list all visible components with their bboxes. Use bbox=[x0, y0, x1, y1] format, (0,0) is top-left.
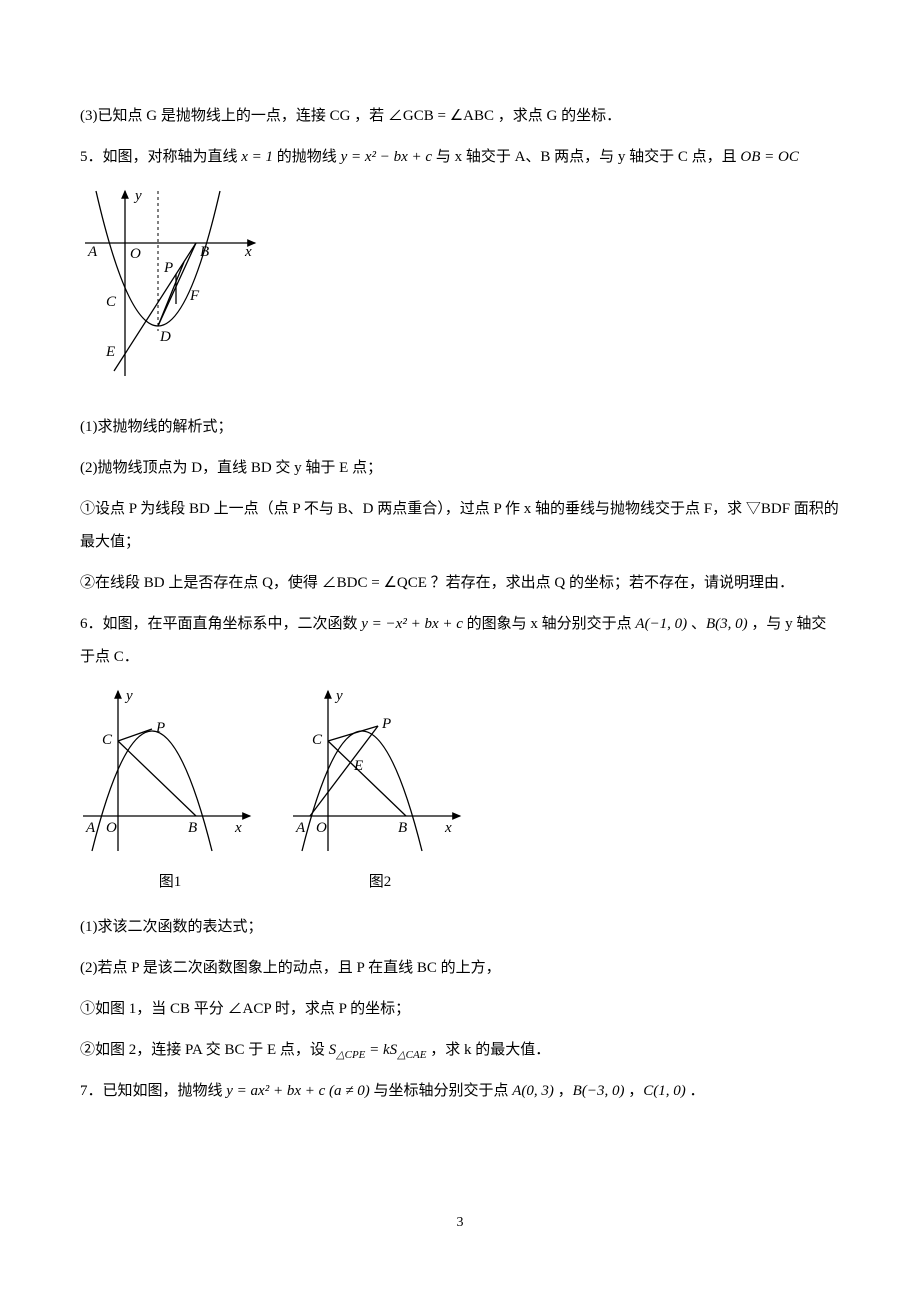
pt: A(−1, 0) bbox=[635, 616, 687, 632]
svg-text:B: B bbox=[200, 244, 209, 260]
eq: y = −x² + bx + c bbox=[361, 616, 463, 632]
diagram-5: A O B x y C D E P F bbox=[80, 186, 840, 399]
svg-text:O: O bbox=[106, 820, 117, 836]
text: 7．已知如图，抛物线 bbox=[80, 1083, 226, 1099]
problem-6-2-1: ①如图 1，当 CB 平分 ∠ACP 时，求点 P 的坐标； bbox=[80, 993, 840, 1026]
pt: B(3, 0) bbox=[706, 616, 748, 632]
text: 的抛物线 bbox=[273, 149, 341, 165]
text: 与坐标轴分别交于点 bbox=[370, 1083, 513, 1099]
eq: OB = OC bbox=[740, 149, 798, 165]
text: 5．如图，对称轴为直线 bbox=[80, 149, 241, 165]
pt: B(−3, 0) bbox=[573, 1083, 625, 1099]
problem-6-2: (2)若点 P 是该二次函数图象上的动点，且 P 在直线 BC 的上方， bbox=[80, 952, 840, 985]
diagram-6-1-svg: A O B x y C P bbox=[80, 686, 260, 861]
svg-text:O: O bbox=[316, 820, 327, 836]
svg-text:x: x bbox=[244, 244, 252, 260]
text: ， bbox=[554, 1083, 573, 1099]
svg-text:y: y bbox=[334, 688, 343, 704]
diagram-5-svg: A O B x y C D E P F bbox=[80, 186, 270, 386]
svg-text:E: E bbox=[105, 344, 115, 360]
text: 、 bbox=[687, 616, 706, 632]
svg-text:E: E bbox=[353, 758, 363, 774]
text: (3)已知点 G 是抛物线上的一点，连接 CG ，若 ∠GCB = ∠ABC ，… bbox=[80, 108, 621, 124]
svg-text:x: x bbox=[444, 820, 452, 836]
text: (2)抛物线顶点为 D，直线 BD 交 y 轴于 E 点； bbox=[80, 460, 382, 476]
svg-text:P: P bbox=[163, 260, 173, 276]
problem-5-2-2: ②在线段 BD 上是否存在点 Q，使得 ∠BDC = ∠QCE ？若存在，求出点… bbox=[80, 567, 840, 600]
svg-text:B: B bbox=[398, 820, 407, 836]
eq: y = ax² + bx + c (a ≠ 0) bbox=[226, 1083, 369, 1099]
svg-text:O: O bbox=[130, 246, 141, 262]
text: (1)求该二次函数的表达式； bbox=[80, 919, 263, 935]
svg-text:P: P bbox=[155, 720, 165, 736]
eq: S△CPE = kS△CAE bbox=[329, 1042, 427, 1058]
problem-3-3: (3)已知点 G 是抛物线上的一点，连接 CG ，若 ∠GCB = ∠ABC ，… bbox=[80, 100, 840, 133]
pt: C(1, 0) bbox=[643, 1083, 686, 1099]
text: ①如图 1，当 CB 平分 ∠ACP 时，求点 P 的坐标； bbox=[80, 1001, 410, 1017]
problem-7-stem: 7．已知如图，抛物线 y = ax² + bx + c (a ≠ 0) 与坐标轴… bbox=[80, 1075, 840, 1108]
pt: A(0, 3) bbox=[512, 1083, 554, 1099]
svg-text:A: A bbox=[85, 820, 96, 836]
page-number: 3 bbox=[80, 1208, 840, 1239]
problem-5-stem: 5．如图，对称轴为直线 x = 1 的抛物线 y = x² − bx + c 与… bbox=[80, 141, 840, 174]
problem-6-2-2: ②如图 2，连接 PA 交 BC 于 E 点，设 S△CPE = kS△CAE … bbox=[80, 1034, 840, 1067]
svg-text:C: C bbox=[312, 732, 323, 748]
svg-text:y: y bbox=[133, 188, 142, 204]
svg-text:x: x bbox=[234, 820, 242, 836]
eq: x = 1 bbox=[241, 149, 273, 165]
diagram-6-row: A O B x y C P 图1 bbox=[80, 686, 840, 899]
svg-text:C: C bbox=[102, 732, 113, 748]
text: ②如图 2，连接 PA 交 BC 于 E 点，设 bbox=[80, 1042, 329, 1058]
svg-text:A: A bbox=[295, 820, 306, 836]
svg-text:A: A bbox=[87, 244, 98, 260]
text: (2)若点 P 是该二次函数图象上的动点，且 P 在直线 BC 的上方， bbox=[80, 960, 501, 976]
diagram-6-2-svg: A O B x y C P E bbox=[290, 686, 470, 861]
text: ②在线段 BD 上是否存在点 Q，使得 ∠BDC = ∠QCE ？若存在，求出点… bbox=[80, 575, 794, 591]
problem-5-2: (2)抛物线顶点为 D，直线 BD 交 y 轴于 E 点； bbox=[80, 452, 840, 485]
text: ， bbox=[624, 1083, 643, 1099]
diagram-6-1: A O B x y C P 图1 bbox=[80, 686, 260, 899]
problem-6-1: (1)求该二次函数的表达式； bbox=[80, 911, 840, 944]
svg-text:F: F bbox=[189, 288, 200, 304]
text: ． bbox=[686, 1083, 705, 1099]
svg-text:B: B bbox=[188, 820, 197, 836]
fig2-label: 图2 bbox=[290, 866, 470, 899]
text: 6．如图，在平面直角坐标系中，二次函数 bbox=[80, 616, 361, 632]
problem-5-1: (1)求抛物线的解析式； bbox=[80, 411, 840, 444]
svg-text:C: C bbox=[106, 294, 117, 310]
text: (1)求抛物线的解析式； bbox=[80, 419, 233, 435]
text: ①设点 P 为线段 BD 上一点（点 P 不与 B、D 两点重合），过点 P 作… bbox=[80, 501, 839, 550]
eq: y = x² − bx + c bbox=[341, 149, 433, 165]
svg-text:D: D bbox=[159, 329, 171, 345]
problem-5-2-1: ①设点 P 为线段 BD 上一点（点 P 不与 B、D 两点重合），过点 P 作… bbox=[80, 493, 840, 559]
text: 与 x 轴交于 A、B 两点，与 y 轴交于 C 点，且 bbox=[432, 149, 740, 165]
diagram-6-2: A O B x y C P E 图2 bbox=[290, 686, 470, 899]
text: ，求 k 的最大值． bbox=[426, 1042, 550, 1058]
text: 的图象与 x 轴分别交于点 bbox=[463, 616, 636, 632]
problem-6-stem: 6．如图，在平面直角坐标系中，二次函数 y = −x² + bx + c 的图象… bbox=[80, 608, 840, 674]
fig1-label: 图1 bbox=[80, 866, 260, 899]
svg-text:P: P bbox=[381, 716, 391, 732]
svg-text:y: y bbox=[124, 688, 133, 704]
